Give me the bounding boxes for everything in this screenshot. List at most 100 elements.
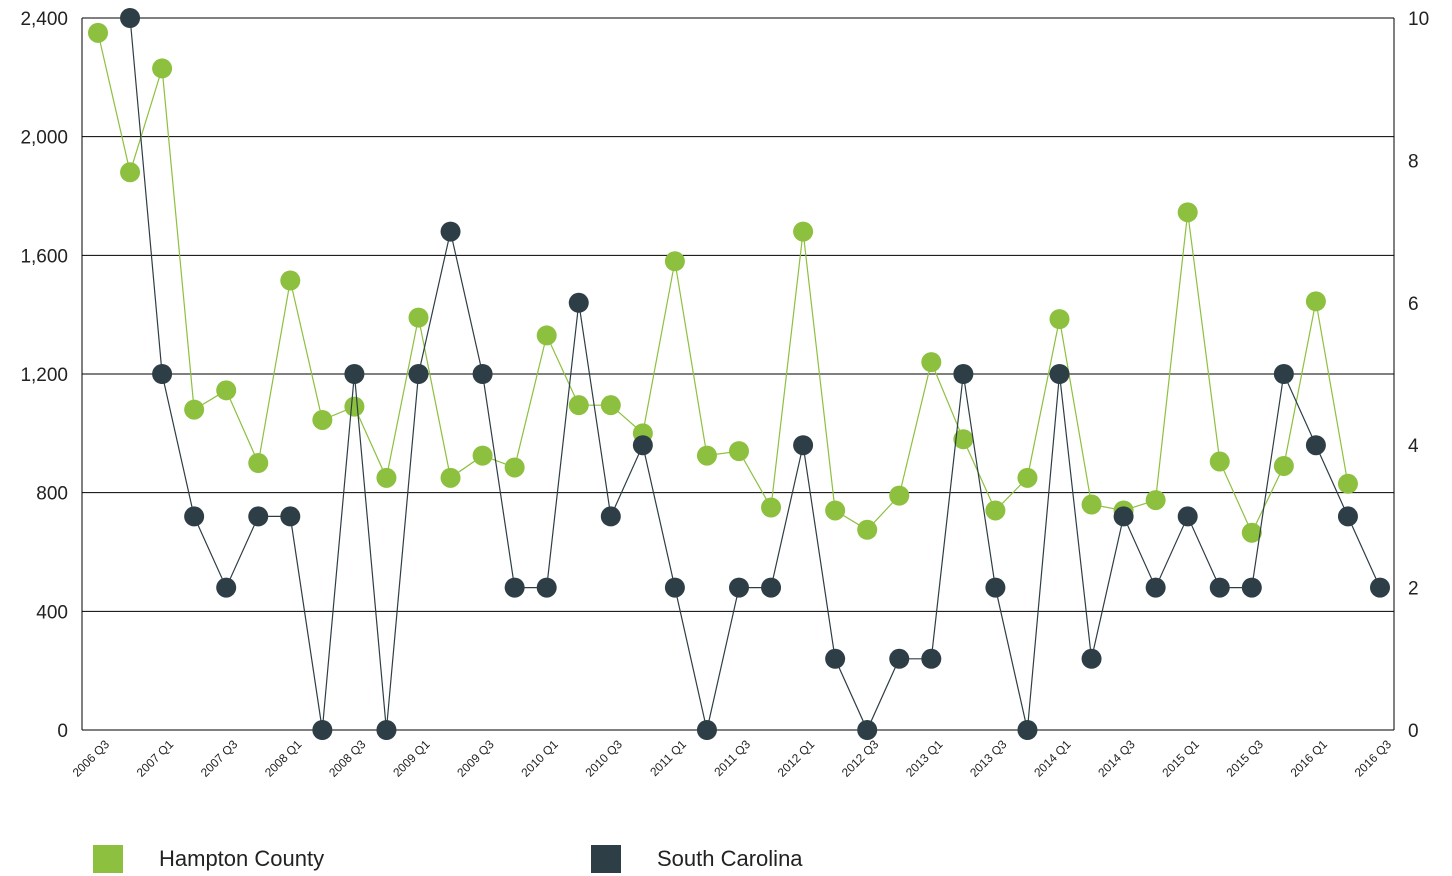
data-point <box>472 445 493 466</box>
data-point <box>120 8 141 28</box>
data-point <box>1337 473 1358 494</box>
data-point <box>921 352 942 373</box>
data-point <box>1370 577 1390 598</box>
data-point <box>729 441 749 462</box>
data-point <box>857 519 878 540</box>
x-tick-label: 2008 Q1 <box>262 737 305 780</box>
x-tick-label: 2007 Q3 <box>198 737 241 780</box>
data-point <box>376 720 397 740</box>
data-point <box>1113 506 1134 527</box>
left-tick-label: 1,600 <box>20 246 68 267</box>
x-tick-label: 2010 Q3 <box>582 737 625 780</box>
left-tick-label: 2,000 <box>20 128 68 149</box>
data-point <box>985 500 1006 521</box>
data-point <box>1081 494 1102 515</box>
left-tick-label: 400 <box>36 602 68 623</box>
data-point <box>408 364 429 384</box>
data-point <box>632 435 653 456</box>
data-point <box>1081 648 1102 669</box>
data-point <box>120 162 141 183</box>
data-point <box>1017 720 1038 740</box>
data-point <box>408 307 429 328</box>
x-tick-label: 2009 Q1 <box>390 737 433 780</box>
data-point <box>793 221 814 242</box>
data-point <box>1145 577 1166 598</box>
data-point <box>761 577 782 598</box>
data-point <box>568 395 589 416</box>
data-point <box>504 457 525 478</box>
x-tick-label: 2008 Q3 <box>326 737 369 780</box>
grid-lines <box>82 17 1394 612</box>
data-point <box>600 395 621 416</box>
right-tick-label: 10 <box>1408 9 1429 30</box>
series-hampton-county <box>88 22 1358 543</box>
data-point <box>1241 522 1262 543</box>
data-point <box>953 429 974 450</box>
data-point <box>1273 364 1294 384</box>
data-point <box>280 270 301 291</box>
x-tick-label: 2006 Q3 <box>70 737 113 780</box>
legend-label-south-carolina: South Carolina <box>657 846 803 871</box>
right-tick-label: 4 <box>1408 436 1419 457</box>
data-point <box>889 485 910 506</box>
data-point <box>504 577 525 598</box>
x-tick-label: 2016 Q3 <box>1352 737 1395 780</box>
data-point <box>664 251 685 272</box>
left-axis-ticks: 0 400 800 1,200 1,600 2,000 2,400 <box>20 9 68 742</box>
x-tick-label: 2009 Q3 <box>454 737 497 780</box>
legend-swatch-south-carolina <box>591 845 621 873</box>
data-point <box>1049 309 1070 330</box>
data-point <box>1209 577 1230 598</box>
data-point <box>344 364 365 384</box>
series-south-carolina <box>120 8 1390 740</box>
data-point <box>312 409 333 430</box>
data-point <box>440 221 461 242</box>
data-point <box>1209 451 1230 472</box>
data-point <box>1177 202 1198 223</box>
data-point <box>216 380 237 401</box>
x-tick-label: 2016 Q1 <box>1288 737 1331 780</box>
data-point <box>1177 506 1198 527</box>
series <box>88 8 1390 740</box>
x-tick-label: 2015 Q1 <box>1159 737 1202 780</box>
data-point <box>1305 291 1326 312</box>
legend-swatch-hampton-county <box>93 845 123 873</box>
data-point <box>696 445 717 466</box>
data-point <box>344 396 365 417</box>
x-tick-label: 2013 Q3 <box>967 737 1010 780</box>
x-axis-ticks: 2006 Q3 2007 Q1 2007 Q3 2008 Q1 2008 Q3 2009 … <box>70 737 1395 780</box>
data-point <box>889 648 910 669</box>
data-point <box>793 435 814 456</box>
data-point <box>184 506 205 527</box>
data-point <box>857 720 878 740</box>
x-tick-label: 2013 Q1 <box>903 737 946 780</box>
data-point <box>1241 577 1262 598</box>
left-tick-label: 0 <box>57 721 68 742</box>
data-point <box>152 58 173 79</box>
data-point <box>1337 506 1358 527</box>
legend-label-hampton-county: Hampton County <box>159 846 325 871</box>
right-tick-label: 6 <box>1408 294 1419 315</box>
right-tick-label: 0 <box>1408 721 1419 742</box>
x-tick-label: 2007 Q1 <box>134 737 177 780</box>
data-point <box>761 497 782 518</box>
right-axis-ticks: 0 2 4 6 8 10 <box>1408 9 1429 742</box>
legend-item-hampton-county: Hampton County <box>93 845 324 873</box>
x-tick-label: 2015 Q3 <box>1223 737 1266 780</box>
data-point <box>184 399 205 420</box>
data-point <box>953 364 974 384</box>
left-tick-label: 800 <box>36 484 68 505</box>
data-point <box>312 720 333 740</box>
data-point <box>248 453 269 473</box>
data-point <box>729 577 749 598</box>
data-point <box>825 500 846 521</box>
x-tick-label: 2012 Q3 <box>839 737 882 780</box>
right-tick-label: 8 <box>1408 151 1419 172</box>
data-point <box>825 648 846 669</box>
data-point <box>88 22 108 43</box>
left-tick-label: 2,400 <box>20 9 68 30</box>
data-point <box>216 577 237 598</box>
x-tick-label: 2011 Q1 <box>647 737 689 779</box>
left-tick-label: 1,200 <box>20 365 68 386</box>
